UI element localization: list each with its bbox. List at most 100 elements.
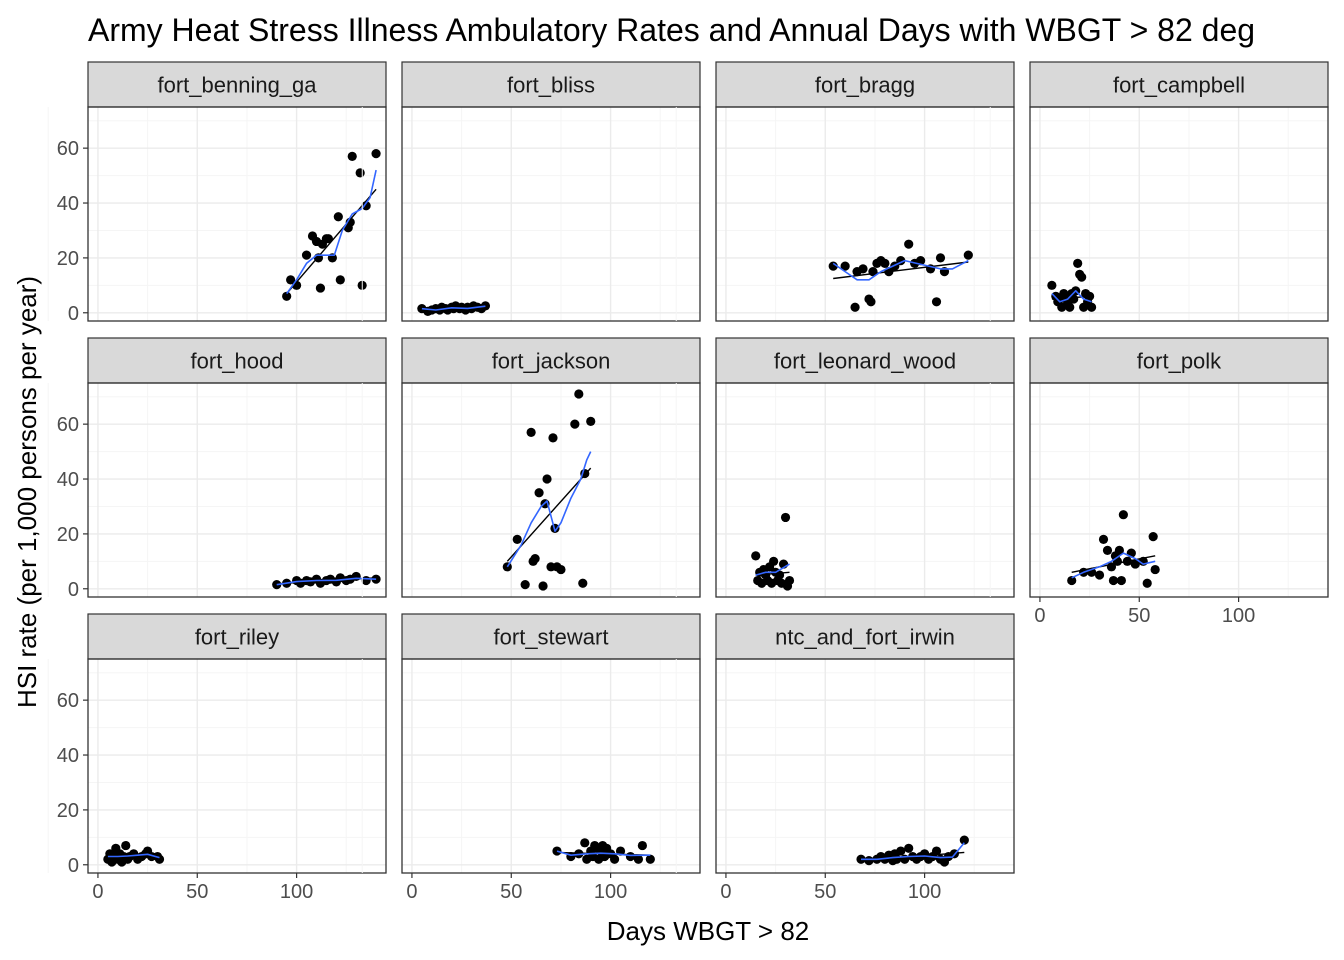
data-point (333, 212, 343, 222)
data-point (645, 854, 655, 864)
facet-panel-fort_bliss: fort_bliss (361, 61, 701, 322)
panel-data (856, 835, 969, 867)
data-point (1118, 510, 1128, 520)
smooth-fit-line (107, 853, 160, 859)
data-point (286, 275, 296, 285)
panel-data (502, 389, 596, 591)
data-point (1142, 578, 1152, 588)
data-point (858, 264, 868, 274)
data-point (355, 168, 365, 178)
facet-strip-label: fort_leonard_wood (774, 349, 956, 374)
smooth-fit-line (832, 259, 969, 281)
data-point (1086, 302, 1097, 312)
data-point (904, 239, 914, 249)
panel-border (715, 106, 1015, 322)
data-point (347, 151, 357, 161)
data-point (963, 250, 973, 260)
y-tick-label: 40 (57, 469, 79, 491)
facet-strip-label: fort_bragg (815, 73, 915, 98)
y-tick-label: 0 (68, 579, 79, 601)
panel-border (401, 382, 701, 598)
data-point (282, 291, 292, 301)
data-point (609, 854, 620, 864)
panel-border (87, 658, 387, 874)
data-point (1094, 570, 1105, 580)
facet-strip-label: fort_jackson (492, 349, 611, 374)
smooth-fit-line (276, 577, 377, 586)
x-tick-label: 50 (1128, 605, 1150, 627)
data-point (769, 556, 779, 566)
panel-data (103, 840, 165, 867)
y-tick-label: 20 (57, 524, 79, 546)
data-point (1073, 258, 1083, 268)
data-point (784, 575, 795, 586)
data-point (1065, 302, 1075, 312)
facet-panel-fort_hood: fort_hood 0 20 40 60 (47, 337, 387, 601)
facet-panel-fort_jackson: fort_jackson (361, 337, 701, 598)
x-tick-label: 0 (406, 881, 417, 903)
data-point (625, 851, 636, 862)
data-point (361, 575, 371, 586)
x-tick-label: 50 (500, 881, 522, 903)
smooth-fit-line (556, 850, 651, 857)
smooth-fit-line (421, 305, 486, 311)
data-point (1077, 272, 1087, 282)
y-tick-label: 60 (57, 414, 79, 436)
data-point (840, 261, 850, 271)
y-axis-title: HSI rate (per 1,000 persons per year) (12, 276, 42, 708)
data-point (1130, 559, 1140, 569)
facet-strip (1029, 337, 1329, 384)
panel-background (402, 659, 700, 873)
data-point (828, 261, 838, 271)
y-tick-label: 40 (57, 193, 79, 215)
data-point (1047, 280, 1057, 290)
x-tick-label: 100 (1222, 605, 1255, 627)
panel-border (87, 382, 387, 598)
facet-strip (87, 61, 387, 108)
data-point (751, 551, 761, 561)
y-tick-label: 0 (68, 855, 79, 877)
data-point (931, 846, 942, 856)
panel-background (88, 659, 386, 873)
data-point (520, 580, 530, 590)
facet-strip-label: fort_stewart (494, 625, 609, 650)
data-point (323, 234, 333, 244)
smooth-fit-line (1071, 552, 1156, 579)
data-point (892, 854, 902, 864)
facet-strip (1029, 61, 1329, 108)
panel-background (1030, 383, 1328, 597)
facet-strip (401, 337, 701, 384)
data-point (904, 843, 914, 853)
data-point (633, 854, 644, 864)
data-point (931, 297, 942, 307)
data-point (301, 250, 312, 260)
x-tick-label: 0 (1034, 605, 1045, 627)
chart-title: Army Heat Stress Illness Ambulatory Rate… (88, 12, 1255, 48)
data-point (935, 253, 946, 263)
data-point (574, 389, 584, 399)
panel-data (1067, 510, 1160, 588)
facet-strip (715, 613, 1015, 660)
panel-data (828, 239, 973, 312)
facet-panel-fort_bragg: fort_bragg (675, 61, 1015, 322)
data-point (959, 835, 969, 845)
data-point (1150, 564, 1160, 575)
facet-panel-fort_riley: fort_riley 0 20 40 60 0 50 100 (47, 613, 387, 903)
panel-border (715, 658, 1015, 874)
facet-strip (87, 337, 387, 384)
data-point (780, 512, 791, 523)
x-tick-label: 100 (908, 881, 941, 903)
smooth-fit-line (755, 563, 790, 576)
panel-border (87, 106, 387, 322)
linear-fit-line (286, 188, 377, 295)
panel-background (716, 383, 1014, 597)
data-point (548, 433, 558, 443)
facet-panels: fort_benning_ga 0 20 40 60 fort_bliss fort_bra… (47, 61, 1329, 903)
facet-strip-label: fort_riley (195, 625, 279, 650)
facet-panel-fort_polk: fort_polk 0 50 100 (989, 337, 1329, 627)
x-tick-label: 50 (814, 881, 836, 903)
facet-strip-label: ntc_and_fort_irwin (775, 625, 955, 650)
data-point (866, 297, 876, 307)
data-point (578, 578, 588, 588)
